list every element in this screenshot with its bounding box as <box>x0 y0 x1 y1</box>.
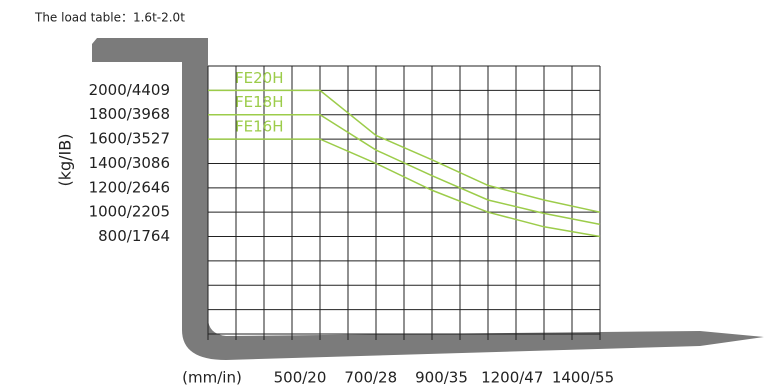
grid <box>207 65 601 340</box>
y-tick-label: 1200/2646 <box>89 178 170 196</box>
y-tick-label: 2000/4409 <box>89 81 170 99</box>
legend-label: FE20H <box>235 69 283 87</box>
y-tick-label: 1600/3527 <box>89 130 170 148</box>
y-tick-label: 1000/2205 <box>89 203 170 221</box>
series-line <box>208 138 601 238</box>
y-axis-label: (kg/IB) <box>56 134 75 187</box>
y-tick-label: 1800/3968 <box>89 105 170 123</box>
legend-label: FE16H <box>235 118 283 136</box>
y-tick-label: 800/1764 <box>98 227 170 245</box>
x-tick-label: 1200/47 <box>481 369 543 387</box>
x-axis-label: (mm/in) <box>182 369 242 387</box>
x-tick-label: 1400/55 <box>552 369 614 387</box>
x-tick-label: 900/35 <box>415 369 468 387</box>
series-line <box>208 113 601 226</box>
chart-title: The load table：1.6t-2.0t <box>34 11 185 25</box>
x-tick-label: 500/20 <box>274 369 327 387</box>
legend-label: FE18H <box>235 93 283 111</box>
y-tick-label: 1400/3086 <box>89 154 170 172</box>
x-tick-label: 700/28 <box>344 369 397 387</box>
series-line <box>208 89 601 213</box>
fork-shape <box>92 38 764 360</box>
